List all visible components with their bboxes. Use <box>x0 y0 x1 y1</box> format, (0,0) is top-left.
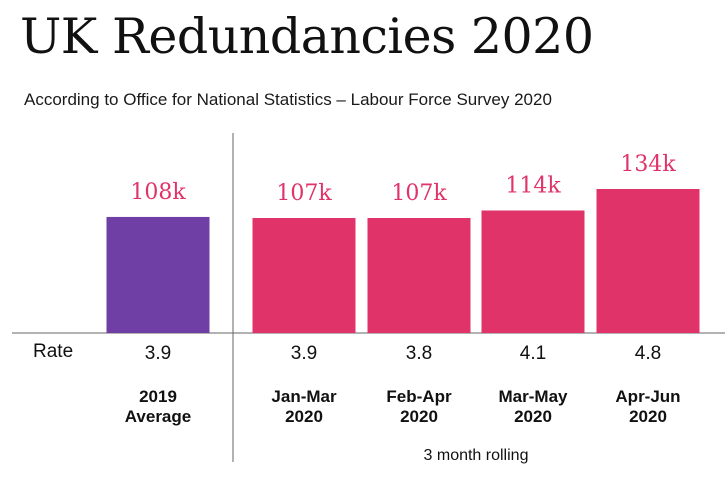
rate-label: Rate <box>33 341 73 362</box>
bar-5 <box>596 189 700 333</box>
bar-4 <box>481 210 585 333</box>
rate-value-3: 3.8 <box>406 343 432 364</box>
rate-value-4: 4.1 <box>520 343 546 364</box>
value-label-3: 107k <box>391 181 447 206</box>
category-label-3-line-1: Feb-Apr <box>386 387 452 406</box>
bar-1 <box>106 216 210 333</box>
value-label-2: 107k <box>276 181 332 206</box>
rate-value-2: 3.9 <box>291 343 317 364</box>
category-label-5-line-2: 2020 <box>629 407 667 426</box>
chart-title: UK Redundancies 2020 <box>20 8 594 65</box>
value-label-5: 134k <box>620 152 676 177</box>
chart-subtitle: According to Office for National Statist… <box>24 90 552 109</box>
rate-value-1: 3.9 <box>145 343 171 364</box>
bar-3 <box>367 218 471 333</box>
category-label-5-line-1: Apr-Jun <box>615 387 680 406</box>
category-label-2-line-2: 2020 <box>285 407 323 426</box>
category-label-4-line-1: Mar-May <box>499 387 569 406</box>
rolling-note: 3 month rolling <box>424 447 529 464</box>
category-label-1-line-2: Average <box>125 407 191 426</box>
rate-value-5: 4.8 <box>635 343 661 364</box>
category-label-3-line-2: 2020 <box>400 407 438 426</box>
bar-2 <box>252 218 356 333</box>
category-label-2-line-1: Jan-Mar <box>271 387 337 406</box>
category-label-4-line-2: 2020 <box>514 407 552 426</box>
value-label-4: 114k <box>505 173 561 198</box>
value-label-1: 108k <box>130 180 186 205</box>
category-label-1-line-1: 2019 <box>139 387 177 406</box>
